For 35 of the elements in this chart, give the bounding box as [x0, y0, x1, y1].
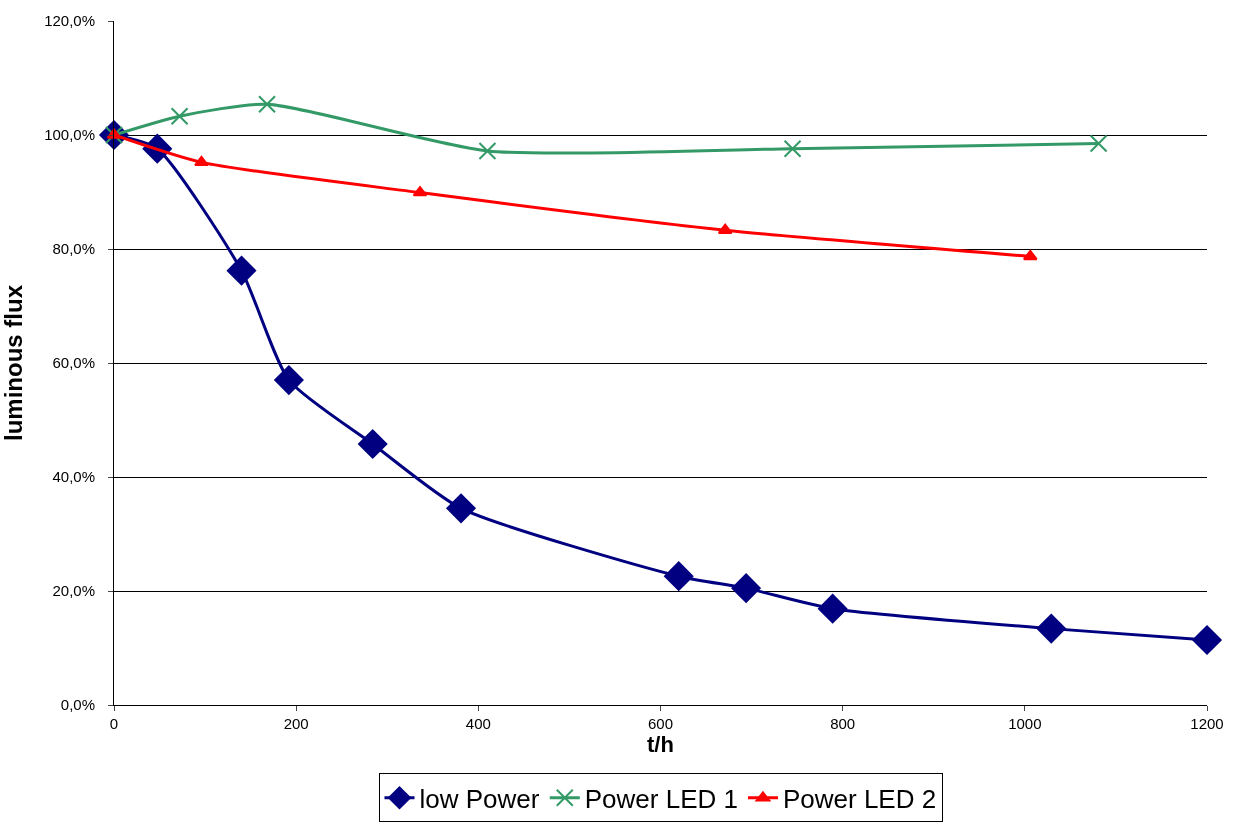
x-tick-label: 1000: [1008, 715, 1042, 732]
point: [170, 107, 189, 126]
x-tick-label: 400: [465, 715, 491, 732]
point: [274, 365, 304, 395]
y-tick-label: 60,0%: [52, 354, 95, 372]
x-tick-label: 1200: [1190, 715, 1224, 732]
point: [358, 429, 388, 459]
y-tick-label: 120,0%: [44, 12, 95, 30]
x-tick-label: 0: [109, 715, 119, 732]
y-tick-label: 0,0%: [60, 696, 95, 714]
point: [1192, 625, 1222, 655]
x-tick-label: 600: [647, 715, 674, 732]
point: [1022, 249, 1038, 261]
y-tick-label: 40,0%: [52, 468, 95, 486]
point: [818, 594, 848, 624]
point: [446, 493, 476, 523]
x-tick-label: 800: [830, 715, 856, 732]
legend-label: low Power: [419, 783, 540, 814]
point: [1089, 134, 1108, 153]
y-tick-label: 100,0%: [44, 126, 95, 144]
point: [731, 573, 761, 603]
x-axis-title: t/h: [647, 732, 674, 757]
point: [664, 561, 694, 591]
point: [226, 256, 257, 286]
point: [258, 95, 277, 114]
point: [194, 155, 209, 167]
point: [783, 139, 802, 158]
legend-label: Power LED 2: [782, 783, 937, 814]
legend-label: Power LED 1: [584, 783, 738, 814]
x-tick-label: 200: [283, 715, 309, 732]
point: [1036, 613, 1066, 644]
y-tick-label: 20,0%: [52, 582, 95, 600]
point: [478, 141, 497, 160]
y-axis-title: luminous flux: [0, 284, 27, 441]
y-tick-label: 80,0%: [52, 240, 95, 258]
